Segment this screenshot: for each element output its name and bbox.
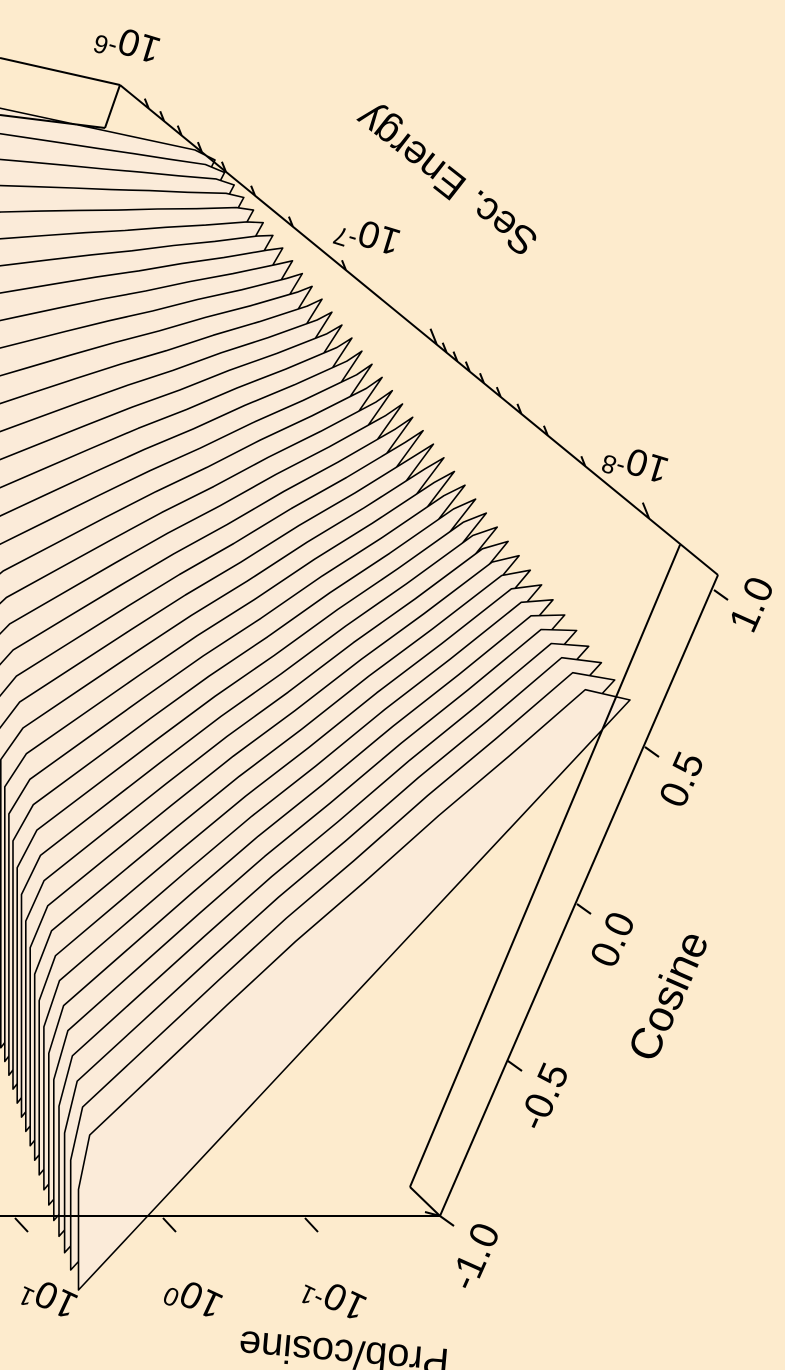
cosine-tick-1 [439, 1215, 455, 1227]
cosine-tick-label-4: 0.5 [651, 745, 714, 814]
energy-minor-tick [250, 185, 257, 197]
energy-minor-tick [196, 141, 203, 153]
energy-minor-tick [542, 425, 549, 437]
box-frame [0, 57, 681, 1217]
energy-minor-tick [516, 403, 523, 415]
energy-minor-tick [580, 455, 587, 467]
energy-minor-tick [287, 216, 294, 227]
energy-axis-line [119, 84, 719, 576]
cosine-tick-3 [576, 903, 592, 915]
prob-tick-4 [14, 1217, 29, 1233]
energy-minor-tick [143, 98, 150, 109]
prob-axis-label: Prob/cosine [237, 1322, 451, 1370]
box-vertical-edge [409, 544, 681, 1188]
prob-tick-3 [162, 1217, 177, 1233]
cosine-tick-5 [713, 589, 729, 601]
cosine-tick-4 [644, 746, 660, 758]
box-top-edge [0, 114, 106, 129]
energy-minor-tick [641, 502, 651, 519]
energy-minor-tick [176, 125, 183, 136]
surface-slices [0, 107, 631, 1291]
box-floor-edge [409, 1186, 441, 1217]
surface-slice [77, 688, 631, 1291]
box-back-edge [104, 84, 121, 129]
energy-minor-tick [220, 161, 227, 173]
cosine-tick-label-1: -1.0 [441, 1216, 509, 1297]
energy-minor-tick [464, 361, 471, 372]
energy-minor-tick [479, 372, 485, 384]
energy-minor-tick [452, 351, 459, 362]
box-upper-edge [0, 57, 121, 86]
energy-minor-ticks [143, 98, 651, 519]
cosine-tick-label-3: 0.0 [582, 905, 645, 974]
prob-tick-label-3: 101 [13, 1265, 84, 1332]
energy-minor-tick [341, 259, 347, 271]
prob-tick-label-2: 100 [158, 1265, 229, 1332]
cosine-tick-2 [507, 1060, 523, 1072]
energy-minor-tick [429, 328, 438, 346]
energy-tick-label-3: 10-6 [90, 12, 166, 76]
energy-minor-tick [159, 110, 166, 122]
prob-tick-label-1: 10-1 [294, 1263, 373, 1333]
energy-tick-label-2: 10-7 [330, 204, 406, 268]
prob-tick-2 [304, 1217, 319, 1233]
energy-minor-tick [441, 342, 448, 354]
cosine-tick-label-2: -0.5 [510, 1056, 578, 1137]
cosine-axis-line [439, 574, 719, 1217]
cosine-tick-label-5: 1.0 [721, 570, 784, 639]
prob-tick-1 [424, 1211, 441, 1217]
energy-minor-tick [495, 386, 502, 398]
